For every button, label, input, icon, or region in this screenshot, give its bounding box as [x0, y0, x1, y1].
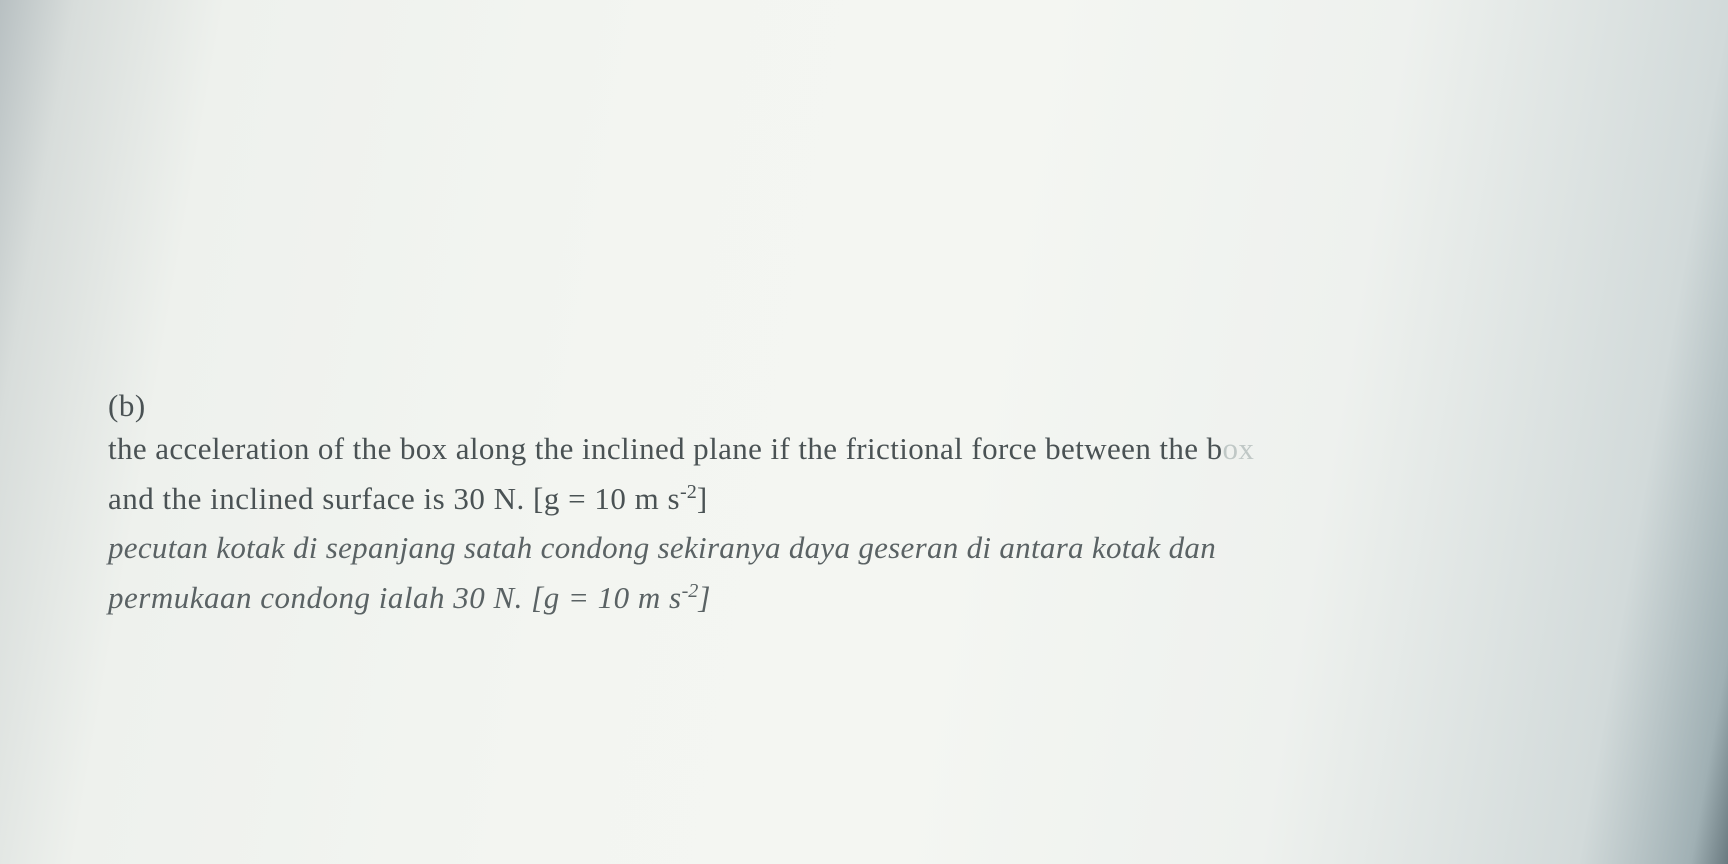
malay-line-2-close: ]	[698, 580, 710, 615]
english-line-2-main: and the inclined surface is 30 N. [g = 1…	[108, 481, 680, 516]
question-label: (b)	[108, 388, 168, 424]
malay-line-2-sup: -2	[682, 580, 699, 602]
malay-line-1: pecutan kotak di sepanjang satah condong…	[108, 523, 1628, 573]
malay-line-2-main: permukaan condong ialah 30 N. [g = 10 m …	[108, 580, 682, 615]
page-photo: (b) the acceleration of the box along th…	[0, 0, 1728, 864]
english-line-1: the acceleration of the box along the in…	[108, 424, 1628, 474]
english-line-2-close: ]	[697, 481, 708, 516]
english-line-1-main: the acceleration of the box along the in…	[108, 431, 1223, 466]
malay-line-2: permukaan condong ialah 30 N. [g = 10 m …	[108, 573, 1628, 623]
english-line-2-sup: -2	[680, 481, 697, 503]
question-b: (b) the acceleration of the box along th…	[108, 388, 1688, 622]
english-line-2: and the inclined surface is 30 N. [g = 1…	[108, 474, 1628, 524]
question-body: the acceleration of the box along the in…	[108, 424, 1628, 622]
english-line-1-edge: ox	[1223, 431, 1255, 466]
